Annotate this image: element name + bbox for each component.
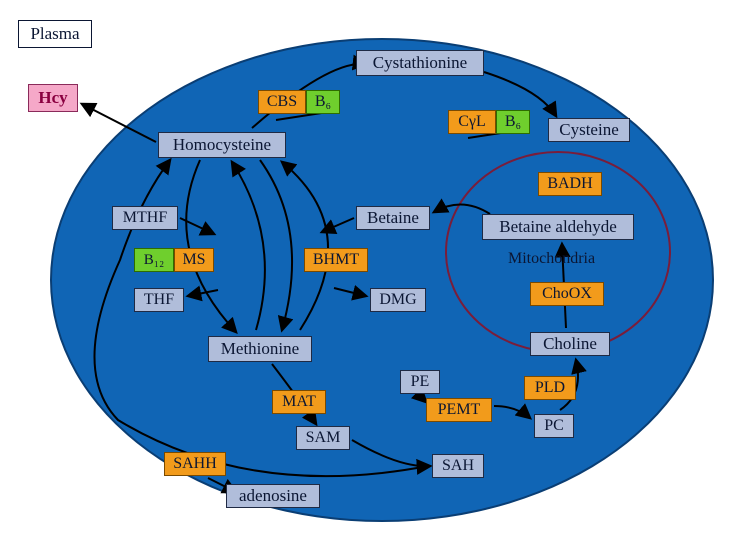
node-bhmt: BHMT: [304, 248, 368, 272]
node-plasma: Plasma: [18, 20, 92, 48]
node-cystath: Cystathionine: [356, 50, 484, 76]
node-adeno: adenosine: [226, 484, 320, 508]
node-sam: SAM: [296, 426, 350, 450]
node-dmg: DMG: [370, 288, 426, 312]
node-ms: MS: [174, 248, 214, 272]
node-badh: BADH: [538, 172, 602, 196]
node-b12: B₁₂: [134, 248, 174, 272]
node-choline: Choline: [530, 332, 610, 356]
node-pemt: PEMT: [426, 398, 492, 422]
node-mthf: MTHF: [112, 206, 178, 230]
node-homocys: Homocysteine: [158, 132, 286, 158]
mitochondria-label: Mitochondria: [508, 250, 595, 268]
node-thf: THF: [134, 288, 184, 312]
node-cbs: CBS: [258, 90, 306, 114]
node-cysteine: Cysteine: [548, 118, 630, 142]
node-hcy: Hcy: [28, 84, 78, 112]
node-methion: Methionine: [208, 336, 312, 362]
cell-ellipse: [50, 38, 714, 522]
node-mat: MAT: [272, 390, 326, 414]
node-betald: Betaine aldehyde: [482, 214, 634, 240]
node-b6a: B₆: [306, 90, 340, 114]
node-sah: SAH: [432, 454, 484, 478]
node-sahh: SAHH: [164, 452, 226, 476]
node-cgl: CγL: [448, 110, 496, 134]
node-pe: PE: [400, 370, 440, 394]
node-b6b: B₆: [496, 110, 530, 134]
node-choox: ChoOX: [530, 282, 604, 306]
node-pld: PLD: [524, 376, 576, 400]
node-pc: PC: [534, 414, 574, 438]
node-betaine: Betaine: [356, 206, 430, 230]
diagram-stage: { "canvas": { "w": 732, "h": 536, "bg": …: [0, 0, 732, 536]
